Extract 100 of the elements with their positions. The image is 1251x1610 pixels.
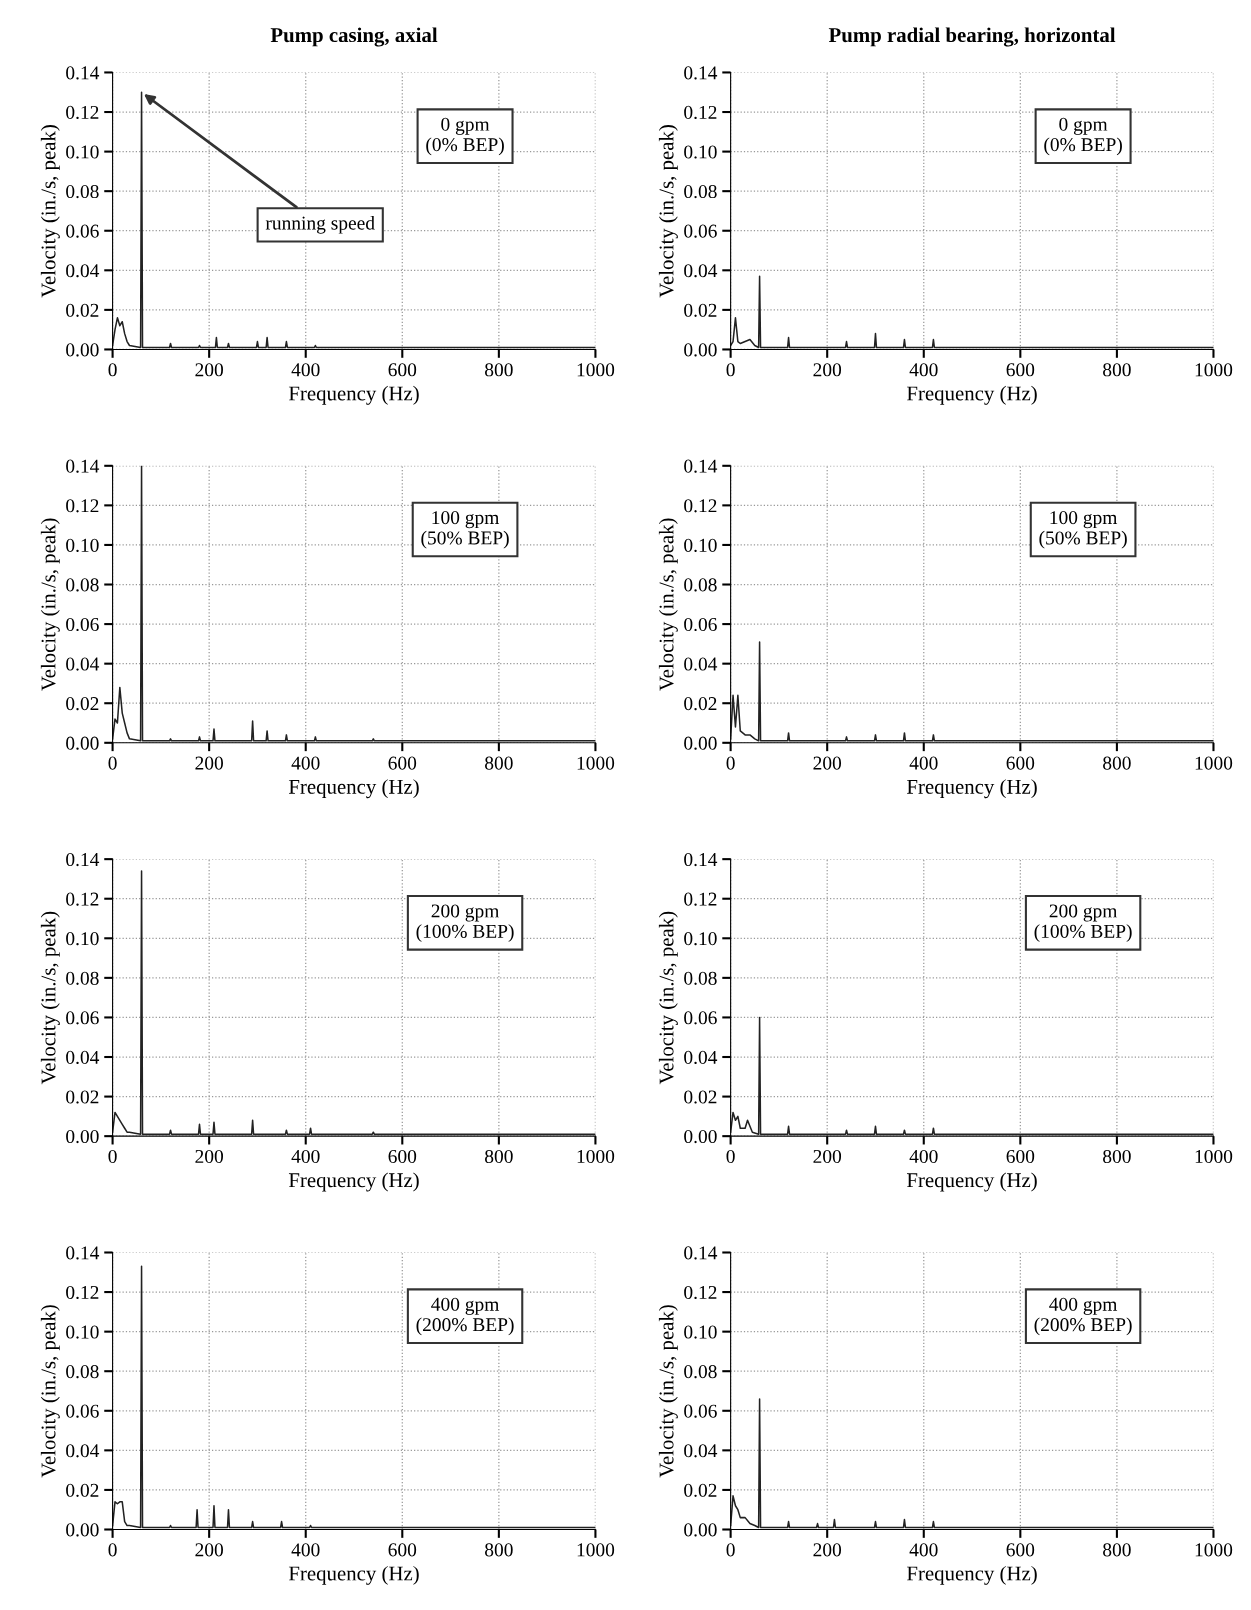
y-tick-label: 0.08 [66, 578, 99, 592]
x-tick-label: 1000 [1195, 1149, 1233, 1164]
y-tick-label: 0.02 [66, 1483, 99, 1497]
y-tick-label: 0.00 [66, 343, 99, 357]
x-tick-label: 400 [909, 1543, 938, 1557]
y-tick-label: 0.14 [684, 852, 718, 867]
y-axis-title: Velocity (in./s, peak) [40, 1305, 60, 1478]
y-tick-label: 0.12 [66, 499, 99, 513]
y-tick-label: 0.02 [684, 697, 717, 711]
y-tick-label: 0.04 [684, 264, 718, 278]
x-tick-label: 600 [388, 756, 417, 770]
y-tick-label: 0.12 [684, 892, 717, 906]
annotation: 100 gpm (50% BEP) [421, 511, 509, 549]
y-axis-title: Velocity (in./s, peak) [658, 518, 678, 691]
x-tick-label: 200 [195, 756, 223, 770]
y-axis-title: Velocity (in./s, peak) [40, 518, 60, 691]
y-tick-label: 0.00 [66, 736, 99, 750]
y-tick-label: 0.12 [66, 892, 99, 906]
x-axis-title: Frequency (Hz) [906, 779, 1037, 799]
x-tick-label: 0 [108, 756, 117, 770]
y-tick-label: 0.02 [684, 1090, 717, 1104]
x-tick-label: 1000 [1195, 1543, 1233, 1557]
y-tick-label: 0.04 [66, 657, 100, 671]
y-axis-title: Velocity (in./s, peak) [40, 911, 60, 1085]
x-tick-label: 0 [108, 1149, 117, 1164]
x-tick-label: 200 [813, 363, 842, 377]
x-axis-title: Frequency (Hz) [906, 385, 1037, 405]
x-tick-label: 200 [195, 1149, 223, 1164]
y-tick-label: 0.04 [66, 1444, 100, 1458]
x-tick-label: 0 [726, 1149, 735, 1164]
x-axis-title: Frequency (Hz) [906, 1172, 1037, 1192]
y-tick-label: 0.06 [66, 617, 99, 632]
x-axis-title: Frequency (Hz) [288, 779, 419, 799]
x-tick-label: 400 [909, 756, 938, 770]
x-tick-label: 600 [1006, 1149, 1035, 1164]
x-tick-label: 400 [291, 363, 320, 377]
y-tick-label: 0.14 [66, 459, 100, 473]
y-tick-label: 0.06 [66, 224, 99, 238]
annotation: 200 gpm (100% BEP) [416, 904, 514, 942]
x-tick-label: 0 [108, 1543, 117, 1557]
x-axis-title: Frequency (Hz) [288, 385, 419, 405]
y-tick-label: 0.12 [684, 499, 717, 513]
y-tick-label: 0.10 [684, 932, 717, 946]
x-tick-label: 400 [291, 756, 320, 770]
y-tick-label: 0.06 [66, 1404, 99, 1418]
y-tick-label: 0.06 [684, 224, 717, 238]
annotation: 0 gpm (0% BEP) [1044, 117, 1122, 156]
y-tick-label: 0.02 [66, 1090, 99, 1104]
x-tick-label: 200 [813, 756, 842, 770]
y-tick-label: 0.08 [66, 184, 99, 199]
y-tick-label: 0.14 [66, 1246, 100, 1260]
y-tick-label: 0.04 [684, 1050, 718, 1065]
y-tick-label: 0.04 [684, 1444, 718, 1458]
y-axis-title: Velocity (in./s, peak) [658, 1305, 678, 1478]
y-tick-label: 0.02 [66, 303, 99, 317]
annotation: 100 gpm (50% BEP) [1039, 511, 1127, 549]
x-axis-title: Frequency (Hz) [288, 1172, 419, 1192]
x-tick-label: 800 [485, 756, 513, 770]
y-tick-label: 0.10 [66, 932, 99, 946]
x-tick-label: 1000 [577, 1543, 615, 1557]
x-tick-label: 600 [1006, 756, 1035, 770]
y-tick-label: 0.08 [684, 578, 717, 592]
annotation: 200 gpm (100% BEP) [1034, 904, 1132, 942]
y-tick-label: 0.02 [684, 1483, 717, 1497]
y-tick-label: 0.12 [66, 1285, 99, 1300]
y-axis-title: Velocity (in./s, peak) [40, 125, 60, 298]
x-tick-label: 800 [1103, 363, 1131, 377]
x-tick-label: 600 [1006, 363, 1035, 377]
x-tick-label: 0 [726, 1543, 735, 1557]
y-tick-label: 0.00 [684, 1129, 717, 1144]
x-tick-label: 200 [813, 1149, 842, 1164]
y-axis-title: Velocity (in./s, peak) [658, 125, 678, 298]
y-axis-title: Velocity (in./s, peak) [658, 911, 678, 1085]
annotation: 0 gpm (0% BEP) [426, 117, 504, 156]
y-tick-label: 0.00 [66, 1129, 99, 1144]
y-tick-label: 0.08 [66, 1365, 99, 1379]
x-tick-label: 600 [388, 363, 417, 377]
y-tick-label: 0.06 [684, 1011, 717, 1025]
x-tick-label: 400 [291, 1543, 320, 1557]
y-tick-label: 0.08 [66, 971, 99, 985]
x-tick-label: 800 [485, 1149, 513, 1164]
y-tick-label: 0.06 [684, 617, 717, 632]
annotation: running speed [265, 215, 375, 234]
y-tick-label: 0.10 [66, 1325, 99, 1339]
x-tick-label: 0 [726, 756, 735, 770]
y-tick-label: 0.10 [684, 1325, 717, 1339]
x-tick-label: 1000 [1195, 363, 1233, 377]
x-axis-title: Frequency (Hz) [288, 1565, 419, 1585]
x-tick-label: 400 [909, 363, 938, 377]
y-tick-label: 0.08 [684, 1365, 717, 1379]
x-tick-label: 600 [1006, 1543, 1035, 1557]
y-tick-label: 0.02 [66, 697, 99, 711]
y-tick-label: 0.12 [66, 105, 99, 120]
y-tick-label: 0.04 [684, 657, 718, 671]
x-tick-label: 600 [388, 1543, 417, 1557]
y-tick-label: 0.00 [684, 736, 717, 750]
y-tick-label: 0.04 [66, 264, 100, 278]
y-tick-label: 0.08 [684, 184, 717, 199]
x-tick-label: 800 [485, 363, 513, 377]
x-tick-label: 800 [485, 1543, 513, 1557]
